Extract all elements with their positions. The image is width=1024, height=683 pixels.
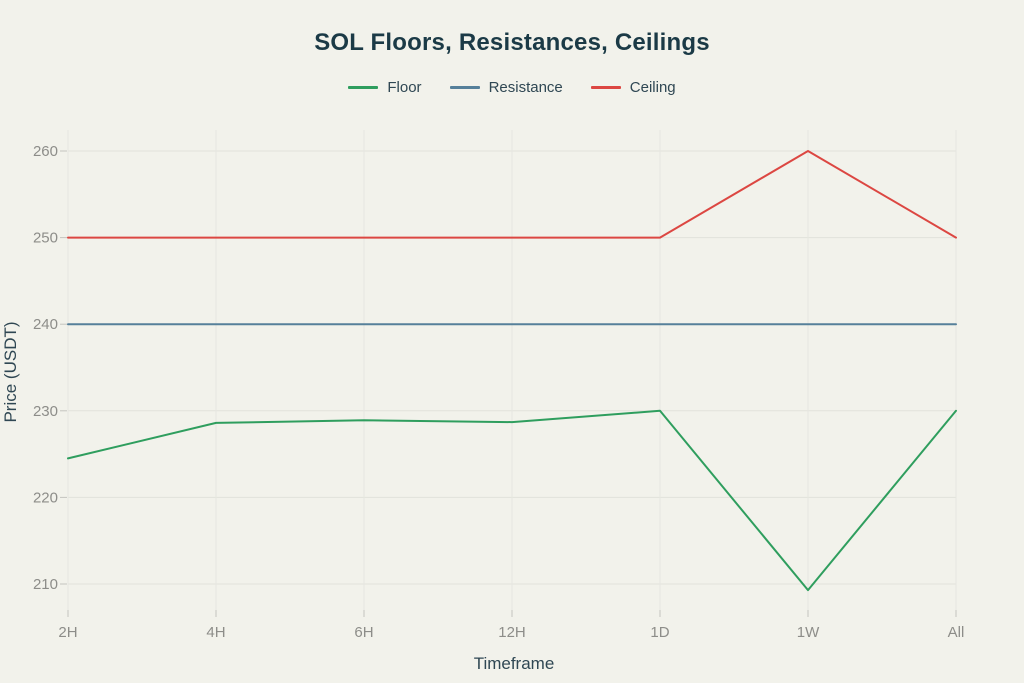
legend-label-ceiling: Ceiling [629, 79, 676, 96]
x-tick-label: 1W [797, 624, 820, 641]
y-tick-label: 230 [33, 403, 58, 420]
x-axis-tick-labels: 2H 4H 6H 12H 1D 1W All [58, 624, 964, 641]
series-line-ceiling [67, 150, 957, 239]
legend-item-ceiling: Ceiling [590, 79, 676, 96]
x-tick-label: 1D [650, 624, 669, 641]
x-tick-label: 12H [498, 624, 526, 641]
y-tick-label: 210 [33, 576, 58, 593]
y-tick-label: 260 [33, 143, 58, 160]
data-series-lines [67, 150, 957, 592]
chart-title: SOL Floors, Resistances, Ceilings [314, 29, 710, 56]
legend-item-floor: Floor [348, 79, 422, 96]
y-axis-title: Price (USDT) [1, 321, 20, 422]
y-axis-ticks [60, 150, 67, 585]
vertical-gridlines [67, 130, 957, 610]
y-tick-label: 250 [33, 230, 58, 247]
x-tick-label: 2H [58, 624, 77, 641]
x-tick-label: 6H [354, 624, 373, 641]
x-tick-label: All [948, 624, 965, 641]
x-axis-title: Timeframe [474, 654, 555, 673]
floor-line-swatch-icon [348, 86, 379, 89]
legend: Floor Resistance Ceiling [0, 79, 1024, 96]
y-tick-label: 240 [33, 316, 58, 333]
ceiling-line-swatch-icon [590, 86, 621, 89]
legend-item-resistance: Resistance [449, 79, 563, 96]
resistance-line-swatch-icon [449, 86, 480, 89]
x-axis-ticks [67, 610, 957, 617]
series-line-floor [67, 409, 957, 592]
legend-label-resistance: Resistance [488, 79, 563, 96]
y-tick-label: 220 [33, 489, 58, 506]
x-tick-label: 4H [206, 624, 225, 641]
legend-label-floor: Floor [387, 79, 422, 96]
y-axis-tick-labels: 210 220 230 240 250 260 [33, 143, 58, 593]
